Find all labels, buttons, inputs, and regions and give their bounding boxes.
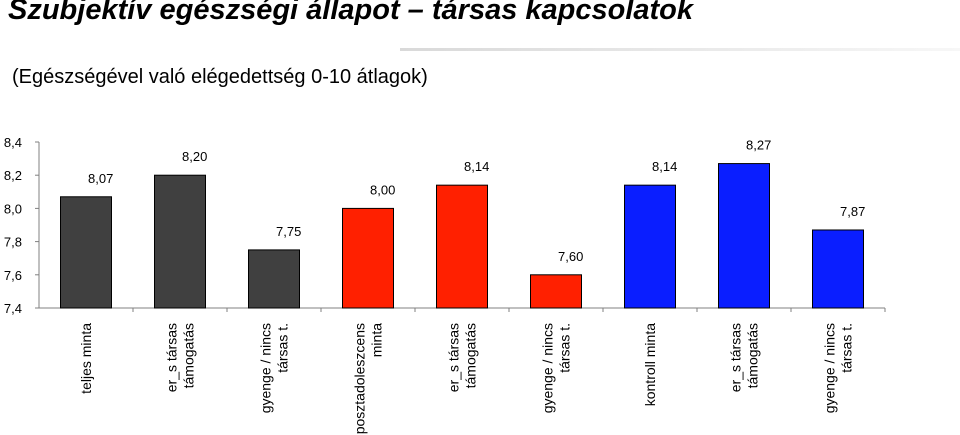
- category-label: er_s társas: [728, 323, 744, 392]
- bar: [530, 274, 582, 309]
- y-tick-label: 8,4: [4, 135, 22, 150]
- data-label: 7,60: [558, 249, 583, 264]
- category-label: társas t.: [839, 323, 855, 373]
- y-tick-label: 7,6: [4, 268, 22, 283]
- page-title: Szubjektív egészségi állapot – társas ka…: [8, 0, 694, 26]
- category-label: társas t.: [275, 323, 291, 373]
- data-label: 8,14: [652, 159, 677, 174]
- y-tick-label: 7,4: [4, 301, 22, 316]
- data-label: 8,27: [746, 138, 771, 153]
- category-label: kontroll minta: [642, 323, 658, 406]
- y-tick-label: 7,8: [4, 235, 22, 250]
- bar: [60, 196, 112, 309]
- category-label: teljes minta: [78, 323, 94, 394]
- category-label: er_s társas: [164, 323, 180, 392]
- data-label: 7,75: [276, 224, 301, 239]
- category-label: er_s társas: [446, 323, 462, 392]
- chart-subtitle: (Egészségével való elégedettség 0-10 átl…: [12, 66, 428, 88]
- data-label: 8,20: [182, 149, 207, 164]
- category-label: támogatás: [463, 323, 479, 388]
- data-label: 8,07: [88, 171, 113, 186]
- y-tick-label: 8,0: [4, 201, 22, 216]
- title-divider: [400, 48, 960, 51]
- y-tick-label: 8,2: [4, 168, 22, 183]
- bar: [342, 207, 394, 309]
- bar: [718, 163, 770, 309]
- data-label: 8,14: [464, 159, 489, 174]
- category-label: posztadoleszcens: [352, 323, 368, 434]
- category-label: társas t.: [557, 323, 573, 373]
- category-label: támogatás: [745, 323, 761, 388]
- bar: [154, 174, 206, 309]
- data-label: 8,00: [370, 182, 395, 197]
- bar: [624, 184, 676, 309]
- bar: [436, 184, 488, 309]
- category-label: gyenge / nincs: [540, 323, 556, 413]
- category-label: minta: [369, 323, 385, 357]
- category-label: gyenge / nincs: [822, 323, 838, 413]
- category-label: támogatás: [181, 323, 197, 388]
- bar: [248, 249, 300, 309]
- bar: [812, 229, 864, 309]
- data-label: 7,87: [840, 204, 865, 219]
- category-label: gyenge / nincs: [258, 323, 274, 413]
